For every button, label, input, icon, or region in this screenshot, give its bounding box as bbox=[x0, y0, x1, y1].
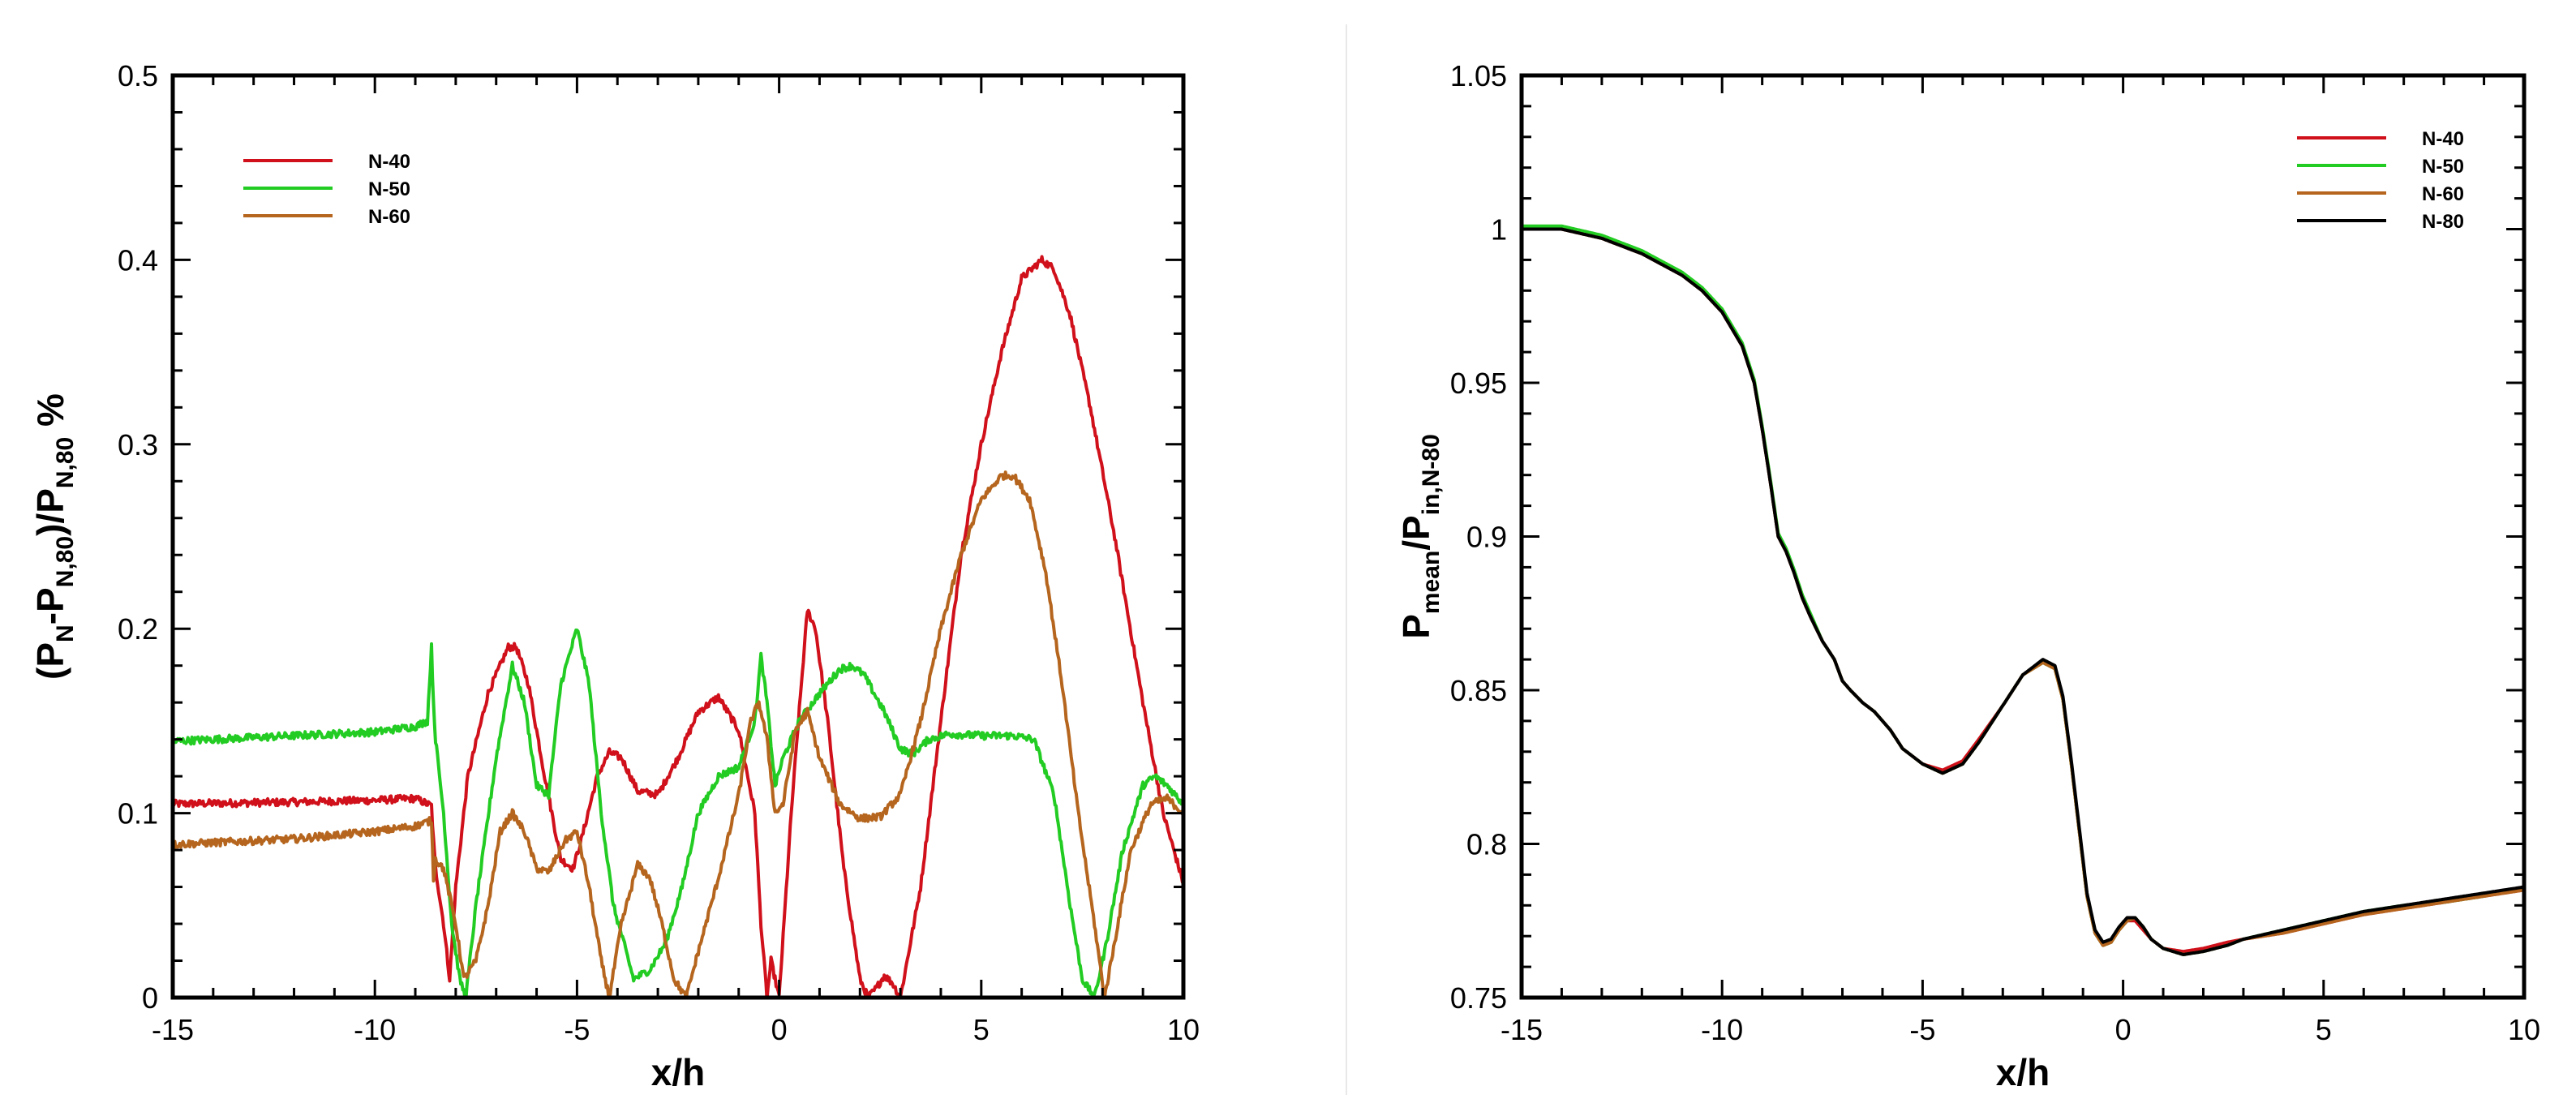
legend-label: N-60 bbox=[2422, 183, 2464, 205]
legend-label: N-40 bbox=[2422, 128, 2464, 150]
y-tick-label: 0.8 bbox=[1466, 828, 1507, 861]
legend-label: N-40 bbox=[368, 151, 410, 173]
series-group bbox=[173, 255, 1183, 998]
y-tick-label: 0.5 bbox=[118, 59, 158, 92]
x-tick-label: 5 bbox=[973, 1013, 990, 1046]
x-tick-label: 10 bbox=[2508, 1013, 2540, 1046]
y-tick-label: 1 bbox=[1491, 213, 1507, 247]
y-tick-label: 0.3 bbox=[118, 428, 158, 461]
x-axis-title: x/h bbox=[651, 1051, 705, 1093]
x-tick-label: -10 bbox=[354, 1013, 396, 1046]
legend: N-40 N-50 N-60 bbox=[243, 151, 410, 228]
x-tick-label: -10 bbox=[1701, 1013, 1743, 1046]
chart-right: -15 -10 -5 0 5 10 0.75 0.8 0.85 0.9 0.95 1 1.05 x/h Pm… bbox=[1395, 59, 2540, 1093]
y-tick-label: 0.75 bbox=[1450, 981, 1507, 1015]
y-tick-label: 0.4 bbox=[118, 243, 158, 277]
legend-label: N-60 bbox=[368, 206, 410, 228]
legend-label: N-50 bbox=[2422, 156, 2464, 178]
legend-label: N-50 bbox=[368, 178, 410, 200]
x-axis-title: x/h bbox=[1996, 1051, 2050, 1093]
plot-frame bbox=[170, 73, 1186, 1000]
legend: N-40 N-50 N-60 N-80 bbox=[2297, 128, 2464, 233]
y-tick-label: 1.05 bbox=[1450, 59, 1507, 92]
y-tick-label: 0.9 bbox=[1466, 521, 1507, 554]
x-tick-label: -15 bbox=[152, 1013, 194, 1046]
x-tick-label: 10 bbox=[1167, 1013, 1200, 1046]
series-group bbox=[1522, 224, 2524, 956]
series-line-n-50 bbox=[173, 628, 1183, 998]
x-tick-label: 0 bbox=[771, 1013, 788, 1046]
x-tick-label: -15 bbox=[1501, 1013, 1543, 1046]
chart-left: -15 -10 -5 0 5 10 0 0.1 0.2 0.3 0.4 0.5 x/h (PN-PN,80… bbox=[29, 59, 1200, 1093]
x-tick-label: 5 bbox=[2316, 1013, 2332, 1046]
x-tick-label: -5 bbox=[1909, 1013, 1935, 1046]
y-axis-title: Pmean/Pin,N-80 bbox=[1395, 434, 1445, 639]
series-line-n-80 bbox=[1522, 227, 2524, 956]
y-tick-label: 0.95 bbox=[1450, 367, 1507, 400]
series-line-n-60 bbox=[173, 470, 1183, 998]
x-tick-label: 0 bbox=[2115, 1013, 2132, 1046]
x-tick-label: -5 bbox=[564, 1013, 590, 1046]
y-tick-label: 0.2 bbox=[118, 612, 158, 646]
series-line-n-40 bbox=[173, 255, 1183, 998]
y-tick-label: 0.1 bbox=[118, 797, 158, 831]
y-tick-label: 0.85 bbox=[1450, 674, 1507, 707]
legend-label: N-80 bbox=[2422, 211, 2464, 233]
y-tick-label: 0 bbox=[142, 981, 158, 1015]
y-axis-title: (PN-PN,80)/PN,80 % bbox=[29, 393, 79, 680]
